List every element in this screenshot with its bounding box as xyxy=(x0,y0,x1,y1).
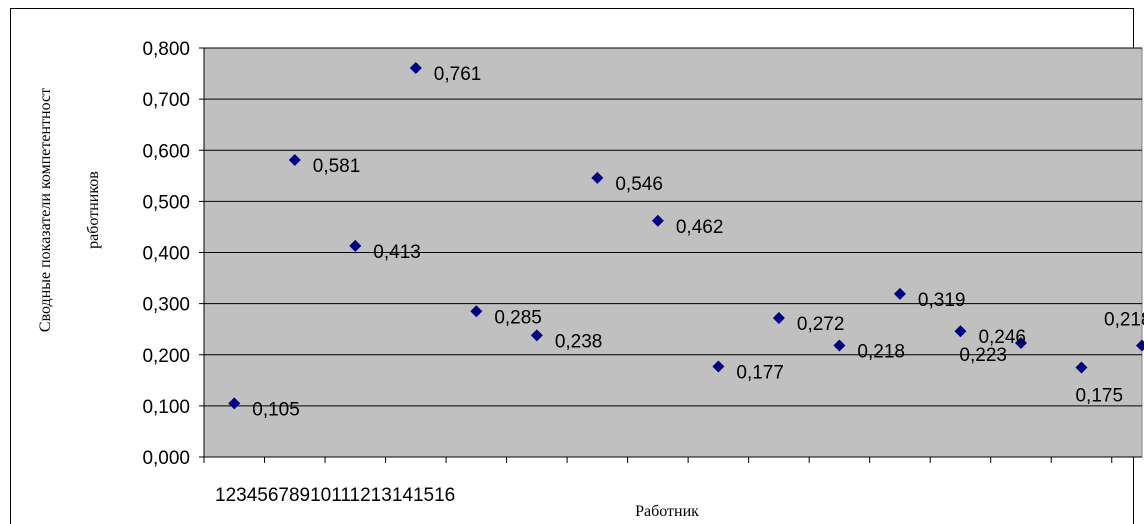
data-label: 0,581 xyxy=(313,156,361,177)
data-label: 0,238 xyxy=(555,331,603,352)
y-tick-label: 0,400 xyxy=(142,244,190,265)
y-tick-labels: 0,000 0,100 0,200 0,300 0,400 0,500 0,600 0,700… xyxy=(142,39,204,469)
y-axis-title-line2: работников xyxy=(85,171,102,249)
data-point xyxy=(833,339,846,352)
data-label: 0,761 xyxy=(434,64,482,85)
data-label: 0,218 xyxy=(857,342,905,363)
x-tick-marks xyxy=(203,457,1113,463)
data-label: 0,175 xyxy=(1075,386,1123,407)
y-tick-label: 0,000 xyxy=(142,448,190,469)
data-point xyxy=(651,214,664,227)
data-label: 0,319 xyxy=(918,290,966,311)
data-label: 0,285 xyxy=(494,307,542,328)
data-point xyxy=(349,239,362,252)
data-label: 0,246 xyxy=(978,327,1026,348)
y-tick-label: 0,800 xyxy=(142,39,190,60)
x-axis-title: Работник xyxy=(635,503,699,520)
data-label: 0,272 xyxy=(797,314,845,335)
data-label: 0,462 xyxy=(676,217,724,238)
data-label: 0,223 xyxy=(959,345,1007,366)
data-points xyxy=(228,61,1144,410)
data-point xyxy=(228,397,241,410)
gridlines xyxy=(204,47,1142,407)
y-axis-title: Сводные показатели компетентност xyxy=(37,88,54,332)
y-tick-label: 0,500 xyxy=(142,192,190,213)
data-point xyxy=(591,171,604,184)
data-point xyxy=(1014,336,1027,349)
data-point xyxy=(1136,339,1144,352)
y-tick-label: 0,600 xyxy=(142,141,190,162)
data-labels: 0,105 0,581 0,413 0,761 0,285 0,238 0,546 0,462… xyxy=(252,64,1144,420)
data-point xyxy=(530,329,543,342)
y-tick-label: 0,300 xyxy=(142,295,190,316)
data-label: 0,105 xyxy=(252,399,300,420)
data-point xyxy=(1075,361,1088,374)
data-point xyxy=(712,360,725,373)
y-tick-label: 0,200 xyxy=(142,346,190,367)
data-label: 0,546 xyxy=(615,174,663,195)
data-point xyxy=(772,311,785,324)
data-point xyxy=(409,61,422,74)
data-point xyxy=(954,325,967,338)
data-point xyxy=(288,153,301,166)
data-label: 0,413 xyxy=(373,242,421,263)
y-tick-label: 0,700 xyxy=(142,90,190,111)
data-label: 0,177 xyxy=(736,363,784,384)
x-tick-labels: 12345678910111213141516 xyxy=(215,485,455,506)
data-label: 0,218 xyxy=(1104,310,1144,331)
data-point xyxy=(470,305,483,318)
y-tick-label: 0,100 xyxy=(142,397,190,418)
data-point xyxy=(893,287,906,300)
